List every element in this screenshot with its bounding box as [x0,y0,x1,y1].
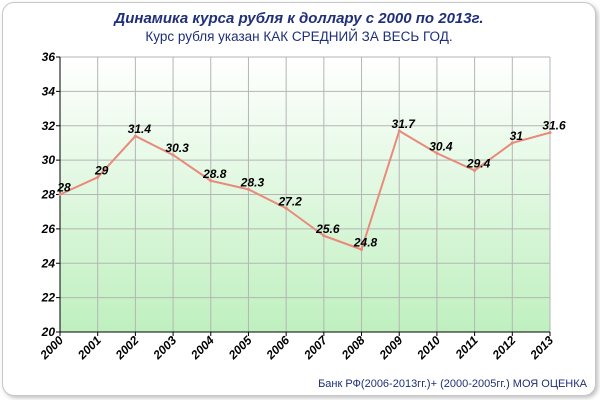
data-point [209,179,213,183]
data-labels: 28 29 31.4 30.3 28.8 28.3 27.2 25.6 24.8 31.7 30.4… [56,117,566,250]
x-tick-label: 2004 [187,333,217,363]
x-tick-label: 2013 [527,333,557,363]
data-label: 31.7 [392,117,417,131]
data-label: 28.3 [240,175,265,189]
y-tick-label: 36 [42,50,56,64]
y-tick-label: 32 [42,119,56,133]
line-chart: Динамика курса рубля к доллару с 2000 по… [37,10,588,390]
data-label: 27.2 [277,194,302,208]
data-point [548,131,552,135]
data-point [246,187,250,191]
source-note: Банк РФ(2006-2013гг.)+ (2000-2005гг.) МО… [318,378,588,390]
y-axis-ticks: 20 22 24 26 28 30 32 34 36 [41,50,60,339]
y-tick-label: 24 [41,256,56,270]
x-tick-label: 2011 [452,333,481,362]
data-point [133,134,137,138]
chart-title: Динамика курса рубля к доллару с 2000 по… [112,10,483,27]
x-tick-label: 2012 [489,333,519,363]
data-label: 30.4 [429,139,453,153]
y-tick-label: 22 [41,291,56,305]
data-label: 31 [510,129,524,143]
x-axis-ticks: 2000 2001 2002 2003 2004 2005 2006 2007 2008 2009… [37,332,557,363]
y-tick-label: 34 [42,84,56,98]
data-label: 29 [94,163,109,177]
data-point [171,153,175,157]
x-tick-label: 2010 [414,333,444,363]
data-label: 29.4 [466,156,491,170]
data-label: 24.8 [353,236,378,250]
x-tick-label: 2003 [150,333,180,363]
data-point [96,175,100,179]
data-point [435,151,439,155]
data-label: 31.6 [542,119,566,133]
chart-subtitle: Курс рубля указан КАК СРЕДНИЙ ЗА ВЕСЬ ГО… [145,29,452,44]
data-point [397,129,401,133]
data-point [322,234,326,238]
x-tick-label: 2002 [112,333,142,363]
chart-card: Динамика курса рубля к доллару с 2000 по… [2,2,596,396]
x-tick-label: 2007 [300,332,330,362]
data-label: 28 [56,181,71,195]
data-label: 30.3 [165,141,189,155]
data-point [360,248,364,251]
x-tick-label: 2008 [338,333,368,363]
series-line [59,129,551,251]
data-point [58,193,62,196]
y-tick-label: 26 [41,222,56,236]
y-tick-label: 30 [42,153,56,167]
y-tick-label: 20 [41,325,56,339]
data-label: 28.8 [202,167,227,181]
data-point [473,168,477,172]
y-tick-label: 28 [41,188,56,202]
data-point [284,206,288,210]
x-tick-label: 2005 [225,333,255,363]
data-series [58,129,552,251]
data-label: 31.4 [128,122,152,136]
x-tick-label: 2006 [263,333,293,363]
data-point [510,141,514,145]
data-label: 25.6 [315,222,340,236]
x-tick-label: 2001 [74,333,104,363]
x-tick-label: 2009 [376,333,406,363]
